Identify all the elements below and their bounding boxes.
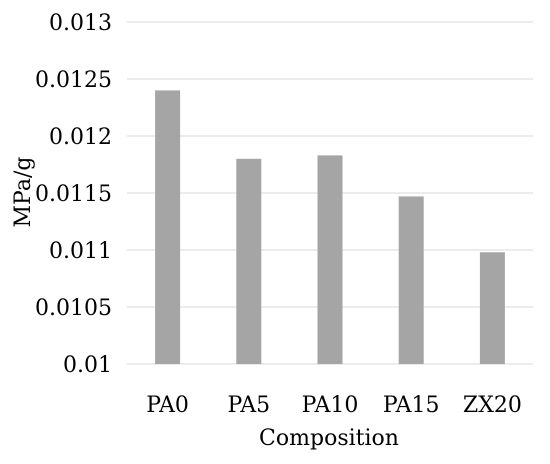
x-tick-label: PA0	[146, 393, 189, 418]
bar-pa0	[155, 90, 181, 365]
bar-pa10	[317, 155, 343, 364]
bar-pa5	[236, 158, 262, 364]
y-tick-label: 0.012	[49, 125, 112, 150]
bar-pa15	[398, 196, 424, 364]
y-tick-labels: 0.01 0.0105 0.011 0.0115 0.012 0.0125 0.013	[35, 11, 112, 378]
x-tick-label: PA10	[302, 393, 359, 418]
x-tick-label: PA15	[383, 393, 440, 418]
x-tick-label: ZX20	[463, 393, 522, 418]
x-tick-label: PA5	[227, 393, 270, 418]
y-tick-label: 0.01	[63, 353, 112, 378]
x-tick-labels: PA0 PA5 PA10 PA15 ZX20	[146, 393, 522, 418]
y-tick-label: 0.013	[49, 11, 112, 36]
x-axis-title: Composition	[259, 426, 399, 451]
bars	[155, 90, 505, 365]
y-axis-title: MPa/g	[11, 157, 36, 228]
y-tick-label: 0.0125	[35, 68, 112, 93]
y-tick-label: 0.011	[49, 239, 112, 264]
bar-zx20	[479, 252, 505, 364]
y-tick-label: 0.0115	[35, 182, 112, 207]
y-tick-label: 0.0105	[35, 296, 112, 321]
